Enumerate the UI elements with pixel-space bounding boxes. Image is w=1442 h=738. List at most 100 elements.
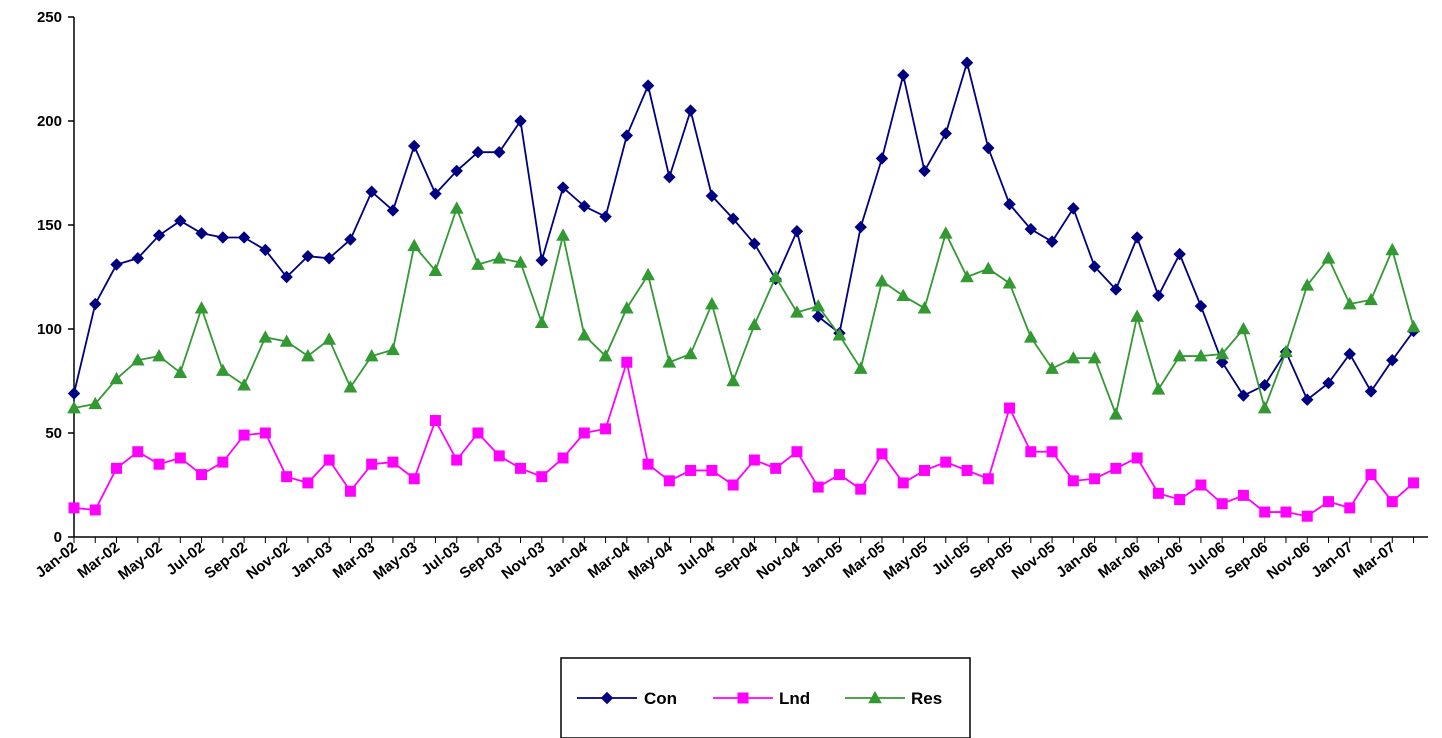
data-point-con bbox=[1024, 222, 1038, 236]
y-tick-label: 150 bbox=[37, 217, 62, 234]
x-tick-label: Mar-04 bbox=[585, 538, 634, 582]
x-tick-label: Mar-07 bbox=[1350, 539, 1399, 582]
data-point-con bbox=[1067, 202, 1080, 215]
data-point-res bbox=[1406, 319, 1421, 333]
data-point-con bbox=[748, 237, 761, 250]
legend-label-con: Con bbox=[644, 689, 677, 708]
data-point-res bbox=[258, 330, 273, 343]
data-point-lnd bbox=[259, 427, 271, 439]
data-point-res bbox=[322, 332, 337, 345]
data-point-res bbox=[1130, 309, 1144, 322]
data-point-res bbox=[1109, 407, 1123, 420]
data-point-lnd bbox=[1216, 498, 1228, 510]
y-tick-label: 50 bbox=[45, 425, 62, 442]
data-point-lnd bbox=[408, 473, 420, 485]
x-tick-label: Jan-04 bbox=[543, 538, 591, 581]
data-point-res bbox=[1066, 351, 1081, 364]
data-point-lnd bbox=[1131, 452, 1143, 464]
data-point-lnd bbox=[515, 462, 527, 474]
data-point-con bbox=[535, 254, 548, 267]
data-point-lnd bbox=[366, 458, 378, 470]
data-point-res bbox=[88, 396, 103, 410]
data-point-res bbox=[1385, 242, 1400, 256]
data-point-con bbox=[663, 170, 676, 184]
data-point-lnd bbox=[557, 452, 569, 464]
data-point-lnd bbox=[1408, 477, 1420, 489]
x-tick-label: Jul-06 bbox=[1184, 539, 1229, 579]
data-point-lnd bbox=[1089, 473, 1101, 485]
data-point-lnd bbox=[302, 477, 314, 489]
x-tick-label: May-03 bbox=[370, 539, 421, 584]
data-point-lnd bbox=[196, 469, 208, 481]
data-point-res bbox=[1194, 349, 1208, 362]
data-point-lnd bbox=[451, 454, 463, 466]
data-point-con bbox=[875, 152, 889, 165]
x-tick-label: Jan-06 bbox=[1053, 539, 1101, 582]
data-point-con bbox=[429, 187, 442, 201]
data-point-con bbox=[195, 227, 208, 240]
data-point-con bbox=[1173, 247, 1186, 261]
x-tick-label: Jan-05 bbox=[798, 539, 846, 582]
data-point-lnd bbox=[1386, 496, 1398, 508]
data-point-res bbox=[152, 349, 166, 362]
data-point-lnd bbox=[1195, 479, 1207, 491]
data-point-res bbox=[386, 342, 400, 356]
data-point-lnd bbox=[323, 454, 335, 466]
data-point-lnd bbox=[472, 427, 484, 439]
data-point-res bbox=[1002, 276, 1017, 289]
data-point-lnd bbox=[1004, 402, 1016, 414]
data-point-con bbox=[1237, 389, 1250, 402]
data-point-lnd bbox=[1344, 502, 1356, 514]
data-point-lnd bbox=[791, 446, 803, 458]
data-point-con bbox=[514, 114, 527, 128]
series-line-lnd bbox=[73, 358, 1415, 518]
data-point-con bbox=[322, 252, 336, 265]
legend-item-con: Con bbox=[577, 689, 677, 708]
data-point-lnd bbox=[536, 471, 548, 483]
x-tick-label: Mar-06 bbox=[1095, 539, 1144, 582]
data-point-lnd bbox=[663, 475, 675, 487]
data-point-lnd bbox=[132, 446, 144, 458]
x-tick-label: Sep-02 bbox=[201, 539, 250, 583]
data-point-res bbox=[1172, 349, 1187, 362]
data-point-lnd bbox=[387, 456, 399, 468]
data-point-res bbox=[173, 365, 188, 378]
data-point-res bbox=[811, 299, 826, 312]
data-point-con bbox=[960, 56, 974, 69]
data-point-con bbox=[471, 145, 485, 159]
data-point-lnd bbox=[1110, 462, 1122, 474]
x-tick-label: Nov-04 bbox=[753, 538, 803, 583]
data-point-con bbox=[1215, 356, 1229, 369]
data-point-con bbox=[1152, 289, 1165, 302]
data-point-lnd bbox=[940, 456, 952, 468]
data-point-con bbox=[641, 79, 655, 92]
data-point-con bbox=[216, 231, 230, 244]
data-point-res bbox=[747, 317, 762, 331]
data-point-lnd bbox=[238, 429, 250, 441]
y-tick-label: 0 bbox=[54, 529, 62, 546]
data-point-lnd bbox=[1152, 487, 1164, 499]
data-point-con bbox=[174, 214, 187, 228]
data-point-lnd bbox=[281, 471, 293, 483]
data-point-con bbox=[407, 139, 421, 153]
data-point-lnd bbox=[833, 469, 845, 481]
data-point-con bbox=[620, 129, 634, 142]
data-point-lnd bbox=[1046, 446, 1058, 458]
data-point-lnd bbox=[1067, 475, 1079, 487]
data-point-lnd bbox=[174, 452, 186, 464]
data-point-con bbox=[89, 297, 102, 311]
data-point-lnd bbox=[493, 450, 505, 462]
data-point-con bbox=[493, 145, 506, 159]
data-point-res bbox=[917, 301, 932, 314]
data-point-lnd bbox=[897, 477, 909, 489]
data-point-con bbox=[705, 189, 719, 203]
data-point-lnd bbox=[706, 464, 718, 476]
data-point-con bbox=[1045, 235, 1059, 248]
data-point-lnd bbox=[961, 464, 973, 476]
data-point-con bbox=[67, 387, 81, 400]
data-point-res bbox=[662, 355, 677, 368]
y-tick-label: 100 bbox=[37, 321, 62, 338]
data-point-res bbox=[1236, 321, 1251, 335]
data-point-lnd bbox=[685, 464, 697, 476]
